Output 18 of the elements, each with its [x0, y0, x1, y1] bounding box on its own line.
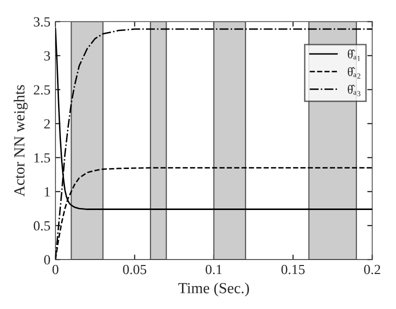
- legend-label: θ̂ₐ₃: [348, 84, 360, 96]
- y-tick-label: 2.5: [34, 85, 50, 95]
- y-tick-label: 1: [44, 187, 50, 196]
- x-tick-label: 0: [52, 264, 58, 274]
- y-tick-label: 0.5: [34, 221, 50, 231]
- x-tick-label: 0.15: [281, 264, 305, 274]
- y-tick-label: 3: [44, 51, 50, 61]
- x-tick-label: 0.05: [123, 264, 146, 274]
- y-tick-label: 3.5: [34, 17, 50, 27]
- x-tick-label: 0.1: [206, 264, 222, 274]
- y-axis-title: Actor NN weights: [14, 85, 28, 196]
- y-tick-label: 1.5: [34, 153, 50, 163]
- y-tick-label: 0: [44, 255, 50, 265]
- y-tick-label: 2: [44, 119, 50, 128]
- x-axis-title: Time (Sec.): [178, 282, 249, 296]
- legend-label: θ̂ₐ₂: [348, 67, 360, 78]
- x-tick-label: 0.2: [364, 264, 380, 274]
- legend-label: θ̂ₐ₁: [348, 50, 360, 61]
